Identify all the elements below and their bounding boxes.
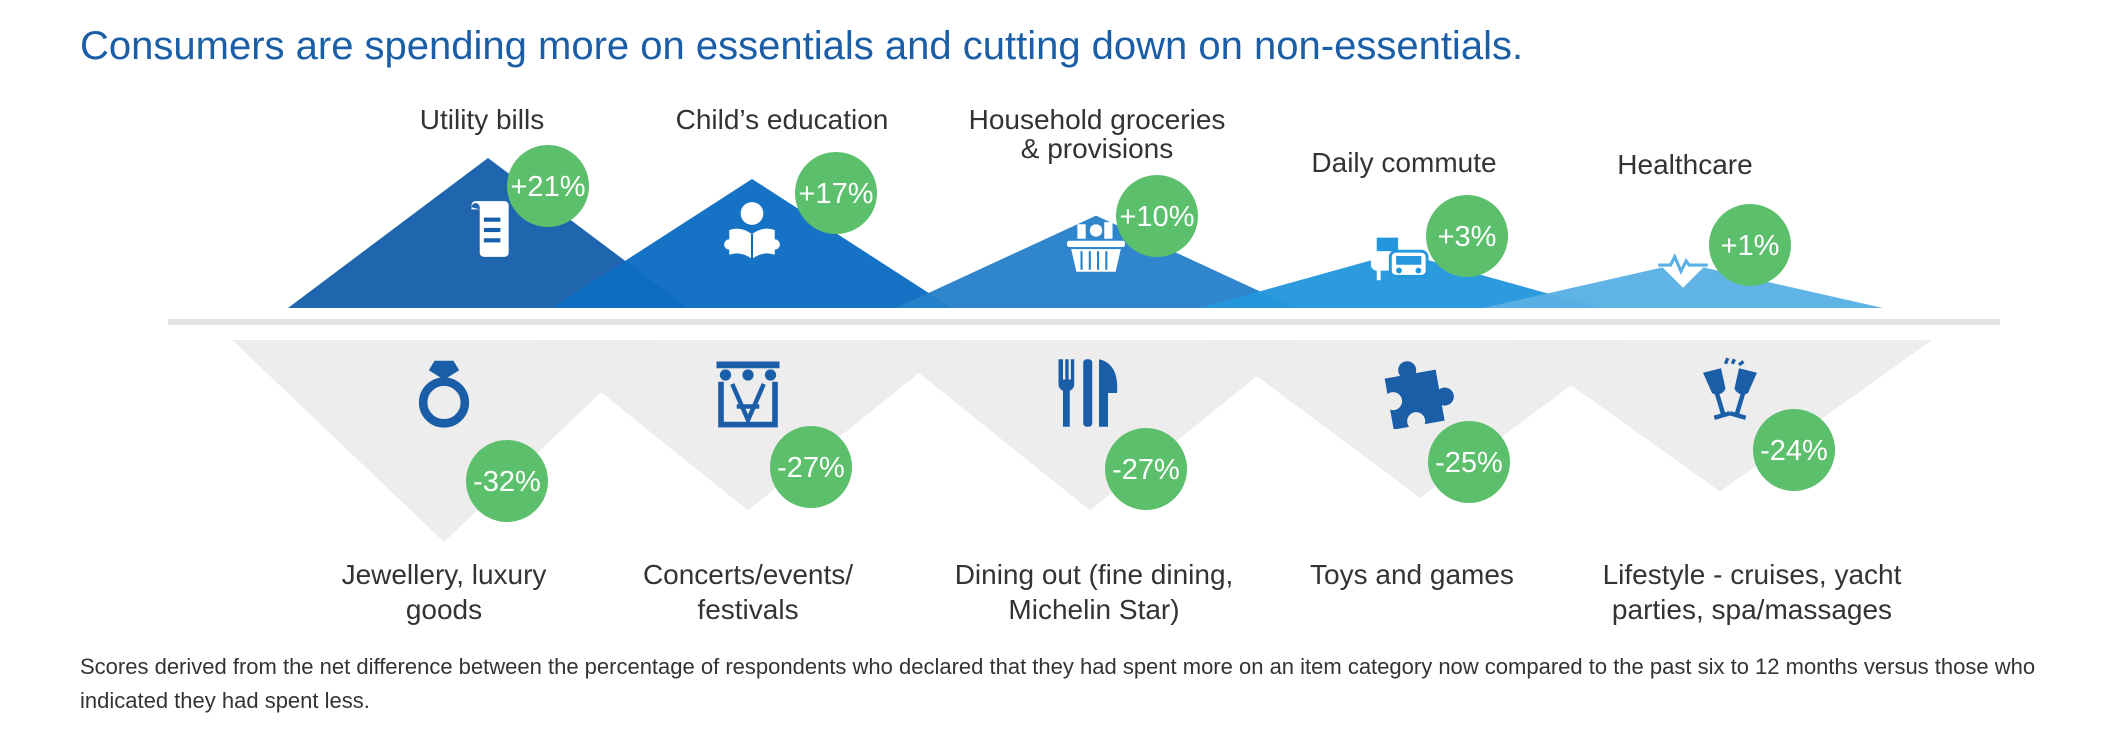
chart-title: Consumers are spending more on essential… bbox=[80, 24, 1524, 68]
category-label: Utility bills bbox=[420, 104, 544, 135]
value-label: +10% bbox=[1120, 201, 1195, 233]
divider-line bbox=[168, 319, 2000, 325]
value-bubble bbox=[1428, 421, 1510, 503]
decline-triangle bbox=[1208, 340, 1632, 498]
value-bubble bbox=[795, 152, 877, 234]
value-label: -24% bbox=[1760, 435, 1828, 467]
value-bubble bbox=[1426, 195, 1508, 277]
category-label: Healthcare bbox=[1617, 149, 1752, 180]
value-bubble bbox=[1116, 175, 1198, 257]
category-label: festivals bbox=[697, 594, 798, 625]
decline-triangle bbox=[232, 340, 656, 542]
value-label: -25% bbox=[1435, 447, 1503, 479]
value-bubble bbox=[466, 440, 548, 522]
value-label: +17% bbox=[799, 178, 874, 210]
value-bubble bbox=[770, 426, 852, 508]
category-labels: Utility bills Child’s education Household … bbox=[342, 104, 1902, 625]
value-label: -32% bbox=[473, 466, 541, 498]
value-bubbles: +21% +17% +10% +3% +1% -32% -27% -27% -25% -24% bbox=[466, 145, 1835, 522]
value-bubble bbox=[1709, 204, 1791, 286]
category-label: Household groceries bbox=[969, 104, 1226, 135]
category-label: Michelin Star) bbox=[1008, 594, 1179, 625]
category-label: Dining out (fine dining, bbox=[955, 559, 1234, 590]
category-label: Daily commute bbox=[1311, 147, 1496, 178]
category-label: goods bbox=[406, 594, 482, 625]
value-bubble bbox=[507, 145, 589, 227]
category-label: & provisions bbox=[1021, 133, 1174, 164]
value-label: +3% bbox=[1438, 221, 1497, 253]
category-label: Lifestyle - cruises, yacht bbox=[1603, 559, 1902, 590]
category-label: parties, spa/massages bbox=[1612, 594, 1892, 625]
value-bubble bbox=[1753, 409, 1835, 491]
increase-triangle bbox=[1200, 252, 1600, 308]
value-label: +21% bbox=[511, 171, 586, 203]
value-label: +1% bbox=[1721, 230, 1780, 262]
footnote: Scores derived from the net difference b… bbox=[80, 654, 2036, 713]
value-label: -27% bbox=[777, 452, 845, 484]
category-label: Child’s education bbox=[676, 104, 889, 135]
bus-car-icon bbox=[1369, 230, 1429, 282]
category-label: Toys and games bbox=[1310, 559, 1514, 590]
category-label: Concerts/events/ bbox=[643, 559, 853, 590]
value-bubble bbox=[1105, 428, 1187, 510]
category-label: Jewellery, luxury bbox=[342, 559, 547, 590]
value-label: -27% bbox=[1112, 454, 1180, 486]
